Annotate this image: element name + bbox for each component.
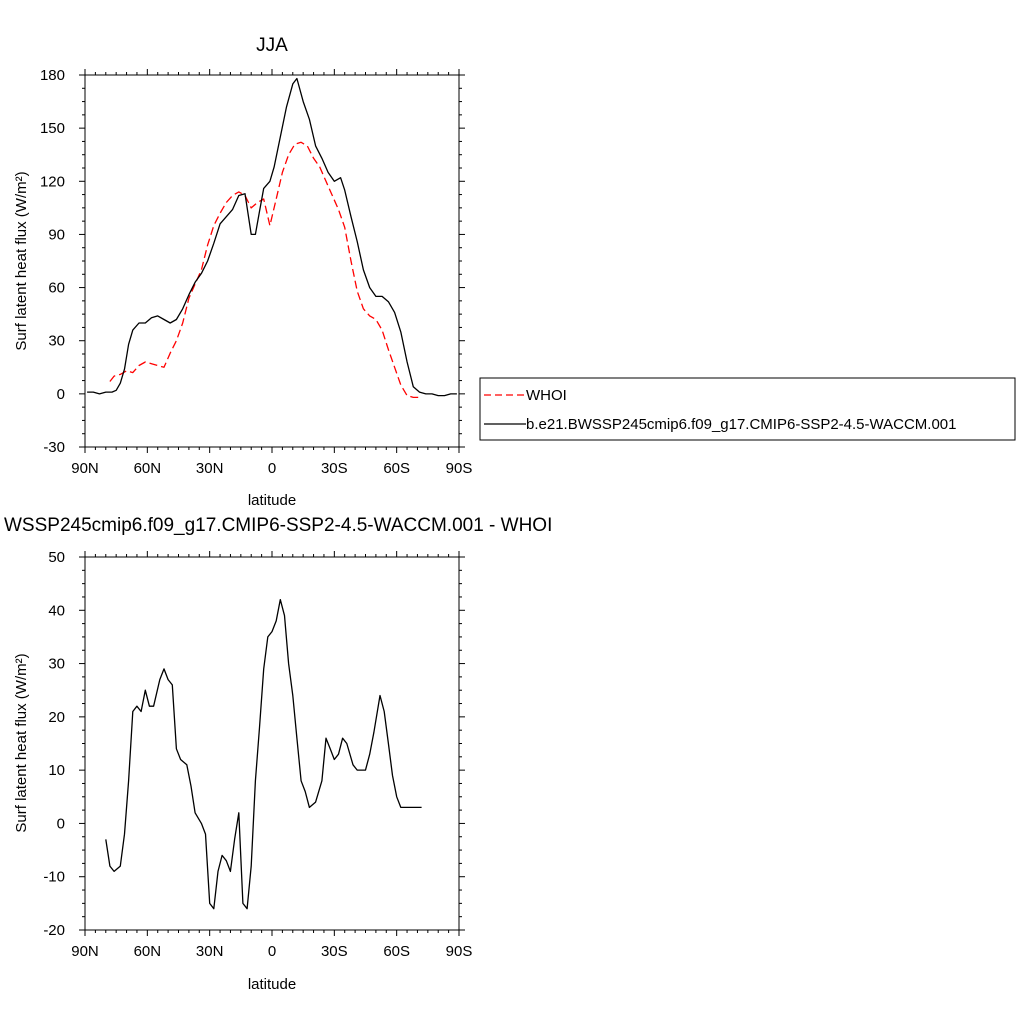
- legend-label-whoi: WHOI: [526, 387, 567, 404]
- y-tick-labels-bottom: -20 -10 0 10 20 30 40 50: [43, 549, 65, 939]
- series-line-0-1: [87, 77, 457, 397]
- tick-marks-bottom: [79, 551, 465, 936]
- y-axis-label-bottom: Surf latent heat flux (W/m²): [13, 653, 30, 832]
- x-tick-label: 60N: [134, 460, 162, 477]
- x-axis-label-top: latitude: [248, 492, 296, 509]
- y-tick-label: 0: [57, 386, 65, 403]
- y-tick-label: -10: [43, 869, 65, 886]
- x-tick-label: 30N: [196, 943, 224, 960]
- y-tick-label: 20: [48, 709, 65, 726]
- chart-panel-top: JJA 90N 60N 30N 0 30S 60S 90S -30 0 30 60 90 120 150…: [13, 35, 472, 509]
- y-tick-label: 30: [48, 656, 65, 673]
- x-tick-label: 90S: [446, 943, 473, 960]
- x-tick-label: 60S: [383, 460, 410, 477]
- series-lines-bottom: [105, 598, 422, 910]
- y-tick-label: -20: [43, 922, 65, 939]
- chart-title-top: JJA: [256, 35, 288, 56]
- chart-panel-bottom: WSSP245cmip6.f09_g17.CMIP6-SSP2-4.5-WACC…: [4, 515, 552, 993]
- x-tick-label: 30S: [321, 943, 348, 960]
- y-tick-label: 90: [48, 226, 65, 243]
- x-tick-label: 90N: [71, 460, 99, 477]
- x-tick-labels-top: 90N 60N 30N 0 30S 60S 90S: [71, 460, 472, 477]
- x-tick-label: 30N: [196, 460, 224, 477]
- chart-title-bottom: WSSP245cmip6.f09_g17.CMIP6-SSP2-4.5-WACC…: [4, 515, 552, 536]
- x-axis-label-bottom: latitude: [248, 976, 296, 993]
- y-tick-label: 40: [48, 602, 65, 619]
- series-line-0-0: [109, 141, 420, 399]
- y-tick-label: 60: [48, 280, 65, 297]
- y-tick-label: -30: [43, 439, 65, 456]
- x-tick-label: 60S: [383, 943, 410, 960]
- y-tick-label: 0: [57, 815, 65, 832]
- x-tick-label: 30S: [321, 460, 348, 477]
- x-tick-label: 0: [268, 943, 276, 960]
- plot-frame-top: [84, 74, 460, 448]
- x-tick-label: 90S: [446, 460, 473, 477]
- tick-marks-top: [79, 69, 465, 453]
- x-tick-labels-bottom: 90N 60N 30N 0 30S 60S 90S: [71, 943, 472, 960]
- y-tick-labels-top: -30 0 30 60 90 120 150 180: [40, 67, 65, 456]
- series-line-1-0: [105, 598, 422, 910]
- x-tick-label: 60N: [134, 943, 162, 960]
- y-tick-label: 180: [40, 67, 65, 84]
- y-axis-label-top: Surf latent heat flux (W/m²): [13, 171, 30, 350]
- x-tick-label: 90N: [71, 943, 99, 960]
- y-tick-label: 50: [48, 549, 65, 566]
- y-tick-label: 10: [48, 762, 65, 779]
- y-tick-label: 150: [40, 120, 65, 137]
- legend: WHOI b.e21.BWSSP245cmip6.f09_g17.CMIP6-S…: [479, 377, 1016, 441]
- series-lines-top: [87, 77, 457, 399]
- y-tick-label: 30: [48, 333, 65, 350]
- plot-frame-bottom: [84, 556, 460, 931]
- y-tick-label: 120: [40, 173, 65, 190]
- x-tick-label: 0: [268, 460, 276, 477]
- legend-label-model: b.e21.BWSSP245cmip6.f09_g17.CMIP6-SSP2-4…: [526, 416, 956, 433]
- legend-box: [479, 377, 1016, 441]
